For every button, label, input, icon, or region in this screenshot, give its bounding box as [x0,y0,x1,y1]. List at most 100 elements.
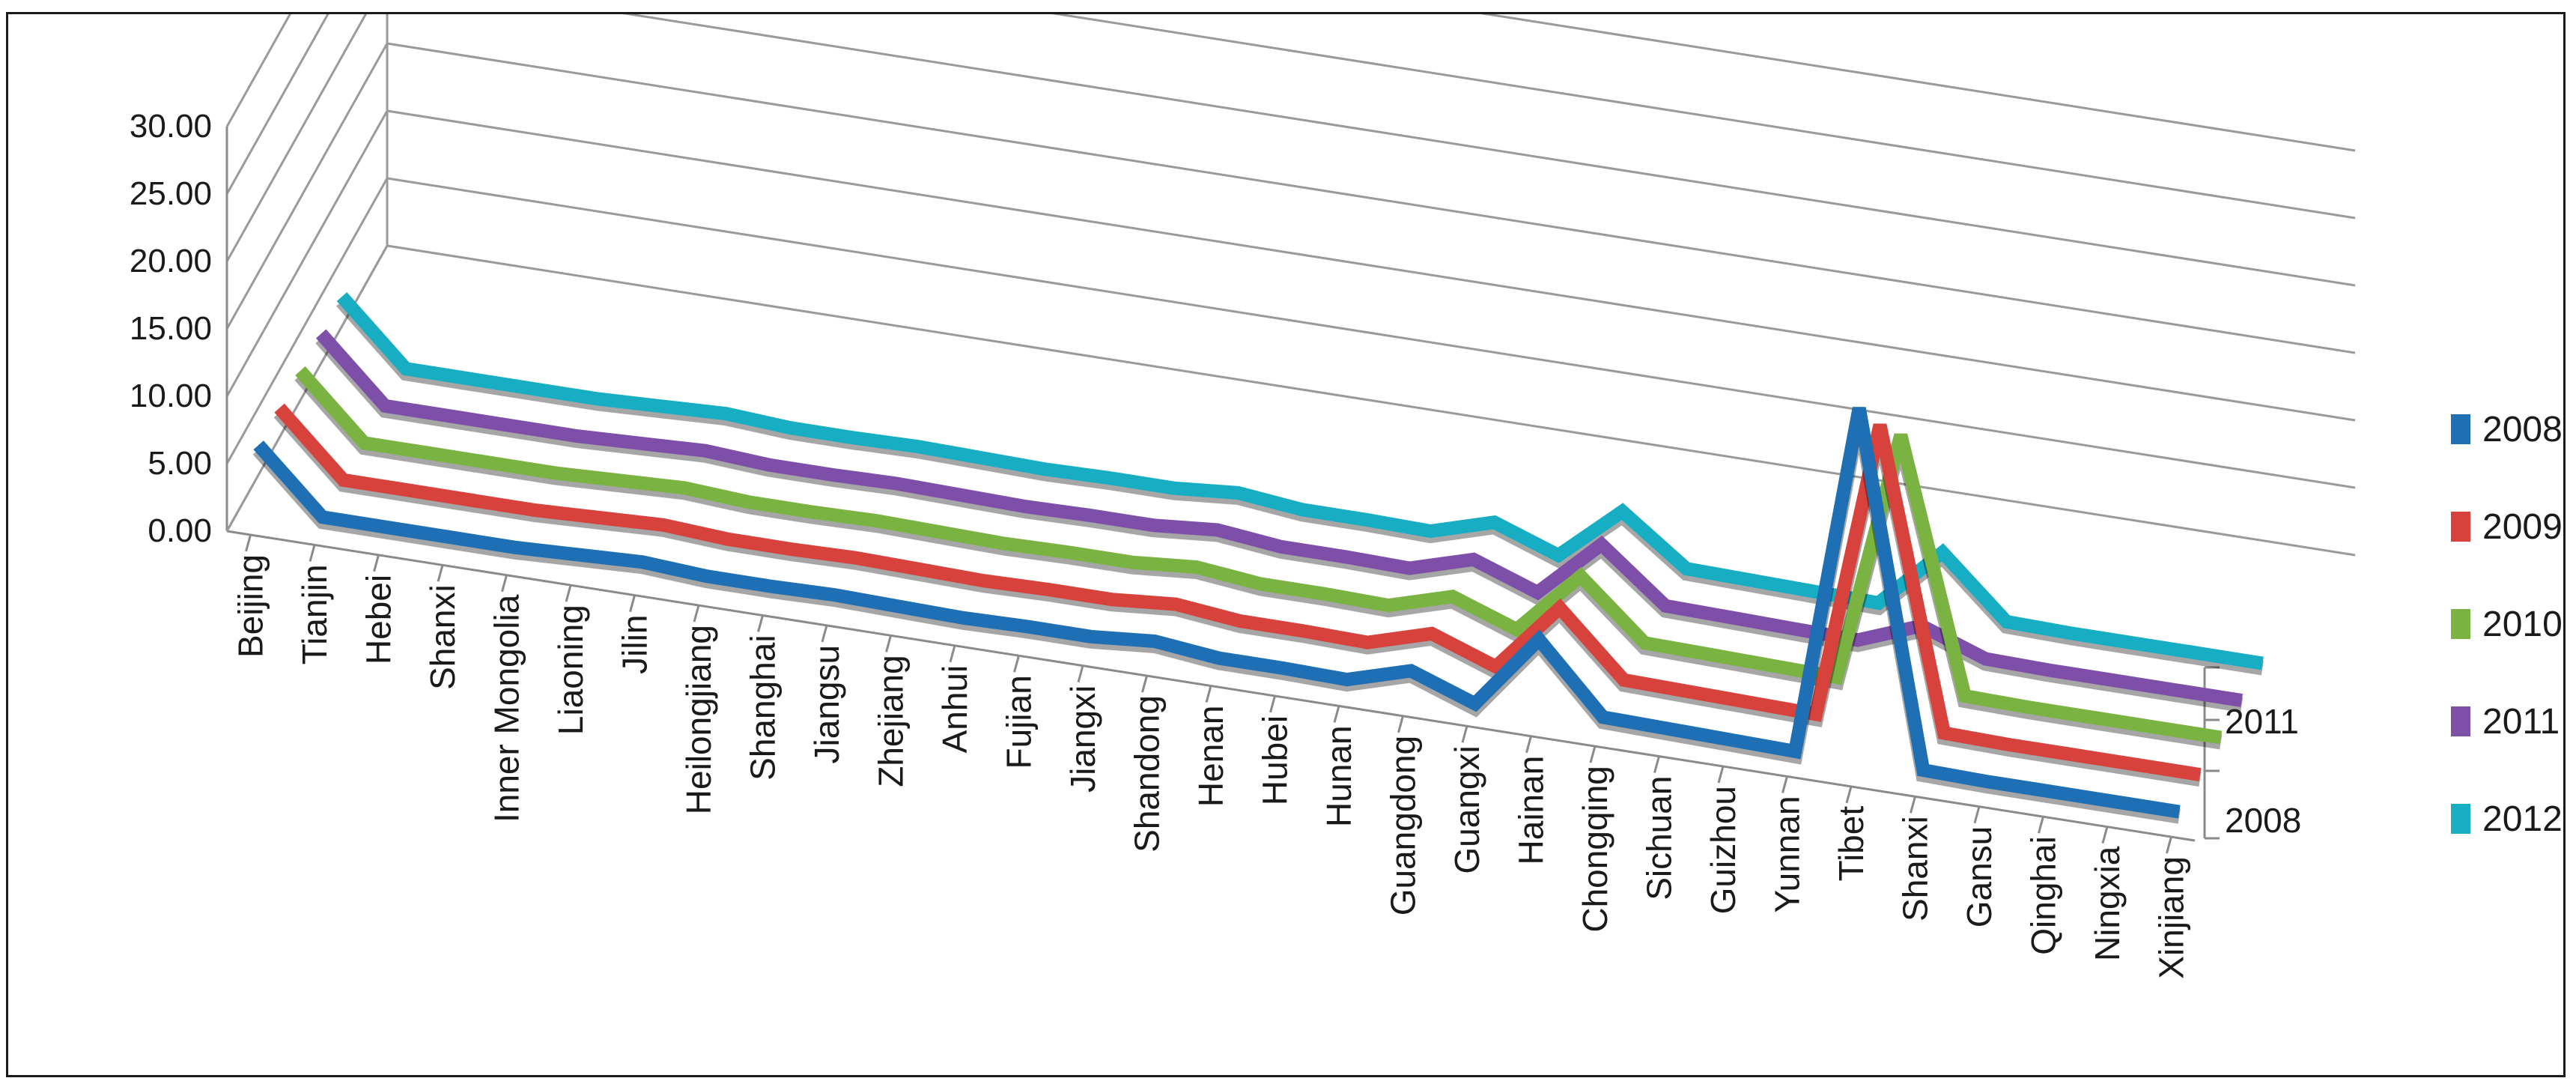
x-tick [821,625,828,643]
x-tick-label: Hainan [1511,756,1550,865]
gridline [386,177,2356,489]
x-tick-label: Jiangxi [1063,685,1102,793]
chart-frame: 0.00 5.00 10.00 15.00 20.00 25.00 30.00 2011 200… [6,12,2566,1077]
x-tick [437,564,444,582]
x-tick-label: Chongqing [1576,766,1614,933]
series-line-2009 [274,403,2202,781]
y-tick-label: 5.00 [148,445,212,482]
x-tick [1205,685,1212,703]
x-tick-label: Guizhou [1704,786,1743,914]
side-gridline [225,43,389,330]
x-tick [757,615,764,632]
x-tick [1845,786,1853,804]
x-tick [501,575,508,593]
x-tick-label: Liaoning [551,605,590,735]
grid-layer [225,14,2356,557]
side-gridline [225,178,389,464]
x-tick-label: Shanxi [423,584,462,690]
x-tick [1973,806,1981,824]
x-tick-label: Inner Mongolia [487,594,526,823]
x-tick-label: Heilongjiang [679,625,718,814]
legend-label: 2009 [2482,507,2563,547]
x-tick-label: Jilin [616,615,654,674]
x-tick [2038,816,2044,834]
x-tick [1910,796,1916,814]
side-gridline [225,14,329,195]
gridline [386,42,2356,354]
depth-tick-label: 2008 [2225,801,2301,840]
x-tick [1013,655,1020,673]
x-tick [1397,715,1404,733]
x-tick-label: Fujian [1000,675,1039,769]
x-tick [1333,705,1340,723]
x-tick-label: Zhejiang [872,655,911,787]
x-tick-label: Yunnan [1767,796,1806,912]
x-tick [373,554,380,572]
series-line-2012 [336,292,2264,670]
series-line-2008 [253,407,2181,819]
y-tick-label: 0.00 [148,512,212,549]
x-tick [1781,776,1788,793]
legend-label: 2012 [2482,799,2563,839]
x-tick [245,534,252,552]
x-tick [693,605,700,623]
x-tick-label: Beijing [231,554,270,658]
x-tick-label: Shanghai [744,635,783,780]
x-tick-label: Anhui [935,665,974,754]
y-tick-label: 30.00 [130,108,212,145]
x-tick [1461,725,1468,743]
x-tick-label: Shanxi [1895,816,1934,921]
legend: 2008 2009 2010 2011 2012 [2451,410,2563,839]
x-tick [2166,836,2172,854]
x-tick-label: Guangxi [1448,745,1486,873]
legend-swatch [2451,414,2470,444]
x-tick-label: Henan [1191,706,1230,808]
y-tick-label: 10.00 [130,378,212,414]
side-gridline [225,14,368,262]
x-tick [629,595,636,612]
x-tick-label: Tianjin [295,564,334,664]
x-tick [1717,766,1725,784]
y-tick-label: 25.00 [130,175,212,212]
x-tick-label: Hubei [1255,715,1294,805]
x-tick [1269,695,1276,713]
x-tick-label: Guangdong [1383,736,1422,915]
x-tick-label: Shandong [1128,695,1167,853]
x-tick-label: Jiangsu [807,645,846,764]
x-tick-label: Hebei [359,575,398,664]
x-tick-label: Ningxia [2088,846,2127,961]
x-tick [565,584,572,602]
series-line-2010 [295,366,2223,745]
x-tick [1589,745,1597,763]
gridline [1480,14,2356,152]
x-tick [1525,736,1532,754]
y-tick-label: 20.00 [130,243,212,279]
legend-label: 2011 [2482,702,2560,742]
legend-swatch [2451,609,2470,639]
x-tick [1653,756,1660,773]
x-tick-label: Qinghai [2023,836,2062,955]
x-tick-label: Xinjiang [2151,856,2190,979]
x-tick-label: Tibet [1832,806,1871,882]
x-tick [2101,826,2109,844]
gridline [622,14,2356,287]
x-tick [885,635,892,653]
x-tick [1141,675,1148,693]
legend-swatch [2451,804,2470,834]
x-tick [309,544,316,562]
series-layer [252,292,2264,824]
y-tick-label: 15.00 [130,310,212,347]
x-tick [1077,665,1084,683]
x-tick-label: Hunan [1319,725,1358,827]
chart-canvas: 0.005.0010.0015.0020.0025.0030.002011200… [130,14,2563,979]
x-tick-label: Gansu [1960,826,1999,928]
side-gridline [225,110,389,397]
x-tick-label: Sichuan [1639,776,1678,900]
x-tick [949,645,956,663]
legend-label: 2008 [2482,410,2563,449]
gridline [1051,14,2356,219]
gridline [386,109,2356,422]
legend-swatch [2451,512,2470,542]
legend-label: 2010 [2482,605,2563,644]
label-layer: 0.00 5.00 10.00 15.00 20.00 25.00 30.00 2011 200… [130,108,2301,979]
